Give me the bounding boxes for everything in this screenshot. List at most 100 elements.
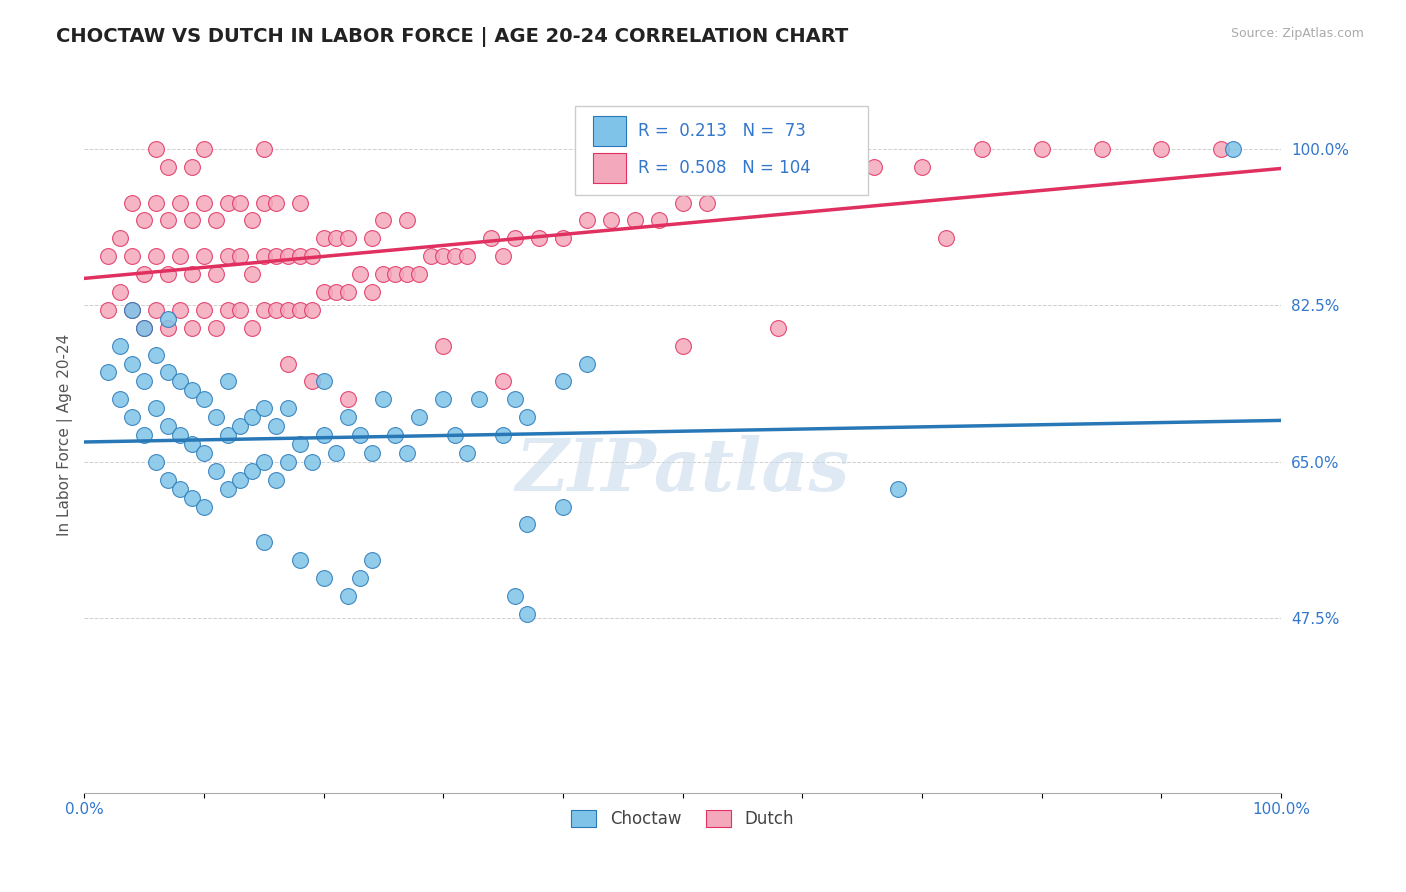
Point	[108, 231, 131, 245]
Point	[157, 320, 180, 334]
Point	[169, 482, 191, 496]
Point	[1211, 142, 1233, 156]
Point	[253, 401, 276, 416]
Point	[408, 410, 430, 425]
Point	[301, 375, 323, 389]
Point	[169, 428, 191, 442]
Point	[277, 401, 299, 416]
Point	[108, 338, 131, 352]
Point	[336, 410, 359, 425]
Point	[264, 473, 287, 487]
Point	[217, 195, 239, 210]
Point	[551, 375, 574, 389]
Point	[396, 446, 419, 460]
Point	[108, 285, 131, 299]
Point	[253, 455, 276, 469]
Point	[288, 437, 311, 451]
Point	[288, 249, 311, 263]
Point	[325, 231, 347, 245]
Point	[336, 231, 359, 245]
Point	[312, 231, 335, 245]
Point	[157, 267, 180, 281]
Point	[792, 178, 814, 192]
Point	[349, 428, 371, 442]
Point	[145, 195, 167, 210]
Point	[1150, 142, 1173, 156]
Point	[277, 455, 299, 469]
Point	[312, 571, 335, 585]
Point	[360, 446, 382, 460]
Point	[575, 213, 598, 227]
Point	[253, 302, 276, 317]
Point	[516, 410, 538, 425]
Point	[336, 392, 359, 407]
Point	[157, 473, 180, 487]
Point	[205, 213, 228, 227]
Point	[624, 213, 647, 227]
Point	[134, 267, 156, 281]
Point	[301, 302, 323, 317]
Point	[121, 410, 143, 425]
Point	[264, 302, 287, 317]
Point	[432, 392, 454, 407]
Point	[551, 231, 574, 245]
Point	[205, 320, 228, 334]
Point	[408, 267, 430, 281]
Point	[264, 419, 287, 434]
Point	[217, 302, 239, 317]
Point	[134, 375, 156, 389]
Point	[205, 267, 228, 281]
Point	[277, 249, 299, 263]
Point	[145, 302, 167, 317]
Point	[134, 320, 156, 334]
Point	[492, 375, 515, 389]
Point	[134, 320, 156, 334]
Point	[121, 357, 143, 371]
Point	[360, 231, 382, 245]
Point	[157, 366, 180, 380]
Point	[420, 249, 443, 263]
Text: R =  0.508   N = 104: R = 0.508 N = 104	[638, 160, 811, 178]
Point	[97, 366, 120, 380]
Point	[575, 357, 598, 371]
Point	[336, 589, 359, 603]
Y-axis label: In Labor Force | Age 20-24: In Labor Force | Age 20-24	[58, 334, 73, 536]
Point	[768, 320, 790, 334]
Point	[108, 392, 131, 407]
Point	[217, 482, 239, 496]
Point	[301, 249, 323, 263]
Point	[970, 142, 993, 156]
Point	[384, 428, 406, 442]
Text: ZIPatlas: ZIPatlas	[516, 435, 849, 507]
Point	[432, 249, 454, 263]
Point	[516, 607, 538, 621]
Point	[599, 213, 621, 227]
Point	[181, 384, 204, 398]
Point	[396, 267, 419, 281]
Point	[468, 392, 491, 407]
Point	[696, 195, 718, 210]
Point	[432, 338, 454, 352]
Point	[301, 455, 323, 469]
Point	[205, 410, 228, 425]
Point	[768, 178, 790, 192]
Point	[264, 195, 287, 210]
Point	[672, 195, 695, 210]
Point	[217, 428, 239, 442]
Point	[193, 392, 215, 407]
Point	[97, 302, 120, 317]
Bar	[593, 116, 627, 146]
Point	[911, 160, 934, 174]
Point	[181, 437, 204, 451]
Point	[373, 213, 395, 227]
Point	[935, 231, 957, 245]
Legend: Choctaw, Dutch: Choctaw, Dutch	[565, 803, 800, 834]
Point	[492, 428, 515, 442]
Point	[157, 311, 180, 326]
Point	[121, 195, 143, 210]
Point	[205, 464, 228, 478]
Point	[169, 249, 191, 263]
Point	[193, 302, 215, 317]
Point	[312, 285, 335, 299]
Point	[121, 249, 143, 263]
